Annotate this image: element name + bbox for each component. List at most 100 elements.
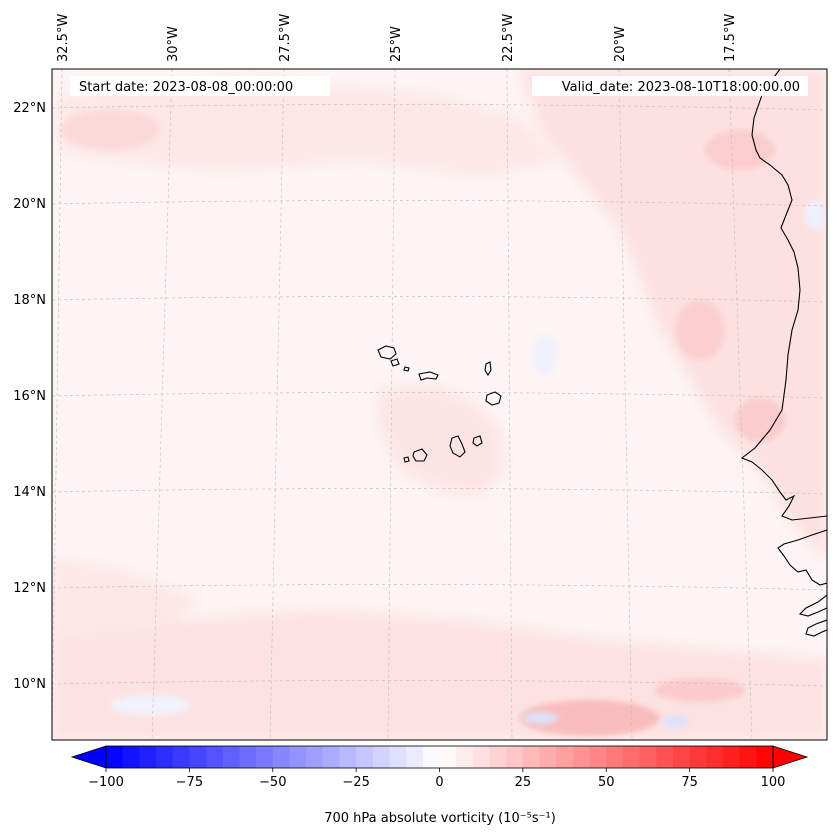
lat-label-10n: 10°N bbox=[13, 677, 46, 692]
coastline bbox=[740, 69, 827, 637]
colorbar-cell bbox=[289, 746, 307, 768]
colorbar-cell bbox=[556, 746, 574, 768]
colorbar-cell bbox=[522, 746, 541, 768]
vorticity-core-east-3 bbox=[735, 398, 785, 442]
guinea-coast bbox=[805, 619, 827, 637]
island-sal bbox=[484, 361, 492, 377]
colorbar-cell bbox=[172, 746, 190, 768]
vorticity-band-central bbox=[380, 385, 505, 495]
colorbar-ticks: −100 −75 −50 −25 0 25 50 75 100 bbox=[88, 768, 785, 790]
map-panel: Start date: 2023-08-08_00:00:00 Valid_da… bbox=[13, 14, 828, 741]
meridian-17-5w bbox=[728, 69, 753, 740]
map-frame bbox=[51, 68, 828, 741]
vorticity-band-southwest bbox=[52, 560, 200, 640]
colorbar-tick-label: 100 bbox=[761, 775, 786, 790]
parallel-20n bbox=[52, 200, 827, 207]
colorbar-cell bbox=[606, 746, 624, 768]
colorbar-cell bbox=[639, 746, 657, 768]
colorbar-cell bbox=[422, 746, 440, 768]
lon-label-25w: 25°W bbox=[389, 26, 404, 62]
parallel-12n bbox=[52, 584, 827, 591]
colorbar-cell bbox=[122, 746, 140, 768]
vorticity-core-east-1 bbox=[705, 130, 775, 170]
island-sao-vicente bbox=[390, 358, 400, 367]
colorbar-cell bbox=[722, 746, 741, 768]
colorbar-cell bbox=[489, 746, 507, 768]
lat-label-22n: 22°N bbox=[13, 101, 46, 116]
colorbar-cell bbox=[206, 746, 224, 768]
lat-label-12n: 12°N bbox=[13, 581, 46, 596]
colorbar-cell bbox=[672, 746, 691, 768]
colorbar-extend-high bbox=[772, 745, 809, 769]
colorbar-cell bbox=[506, 746, 524, 768]
vorticity-core-east-2 bbox=[675, 300, 725, 360]
vorticity-negative-5 bbox=[805, 201, 825, 229]
colorbar-tick-label: 50 bbox=[598, 775, 615, 790]
colorbar-cell bbox=[439, 746, 457, 768]
colorbar-cell bbox=[139, 746, 157, 768]
title-right-box bbox=[532, 76, 808, 96]
title-left-box bbox=[70, 76, 330, 96]
island-santo-antao bbox=[377, 345, 397, 360]
vorticity-band-north bbox=[60, 80, 560, 175]
colorbar-cell bbox=[339, 746, 357, 768]
colorbar-cell bbox=[256, 746, 274, 768]
parallel-16n bbox=[52, 392, 827, 399]
colorbar-cell bbox=[756, 746, 774, 768]
island-fogo bbox=[412, 448, 428, 462]
colorbar-cell bbox=[322, 746, 340, 768]
colorbar-tick-label: 75 bbox=[681, 775, 698, 790]
colorbar-cell bbox=[572, 746, 591, 768]
parallel-18n bbox=[52, 296, 827, 303]
vorticity-core-north bbox=[60, 110, 160, 150]
colorbar-cell bbox=[406, 746, 424, 768]
bissagos-coast bbox=[798, 594, 827, 617]
vorticity-negative-4 bbox=[110, 695, 190, 715]
lat-label-14n: 14°N bbox=[13, 485, 46, 500]
colorbar-cell bbox=[472, 746, 491, 768]
colorbar-cells bbox=[106, 746, 774, 768]
colorbar-cell bbox=[539, 746, 557, 768]
meridian-27-5w bbox=[269, 69, 285, 740]
colorbar-cell bbox=[656, 746, 674, 768]
colorbar-cell bbox=[389, 746, 407, 768]
colorbar-cell bbox=[739, 746, 757, 768]
lon-label-22-5w: 22.5°W bbox=[501, 14, 516, 62]
colorbar-extend-low bbox=[70, 745, 107, 769]
colorbar-cell bbox=[356, 746, 374, 768]
africa-coast bbox=[740, 69, 827, 521]
vorticity-core-south-1 bbox=[520, 700, 660, 736]
colorbar-tick-label: −25 bbox=[342, 775, 369, 790]
graticule bbox=[52, 69, 827, 740]
meridian-25w bbox=[387, 69, 396, 740]
island-boa-vista bbox=[485, 391, 502, 406]
island-santa-luzia bbox=[403, 366, 410, 372]
longitude-labels: 32.5°W 30°W 27.5°W 25°W 22.5°W 20°W 17.5… bbox=[56, 14, 738, 62]
colorbar: −100 −75 −50 −25 0 25 50 75 100 700 hPa absolute… bbox=[70, 745, 809, 826]
colorbar-cell bbox=[372, 746, 390, 768]
latitude-labels: 22°N 20°N 18°N 16°N 14°N 12°N 10°N bbox=[13, 101, 46, 692]
colorbar-cell bbox=[222, 746, 240, 768]
colorbar-tick-label: −75 bbox=[176, 775, 203, 790]
meridian-20w bbox=[618, 69, 633, 740]
lon-label-17-5w: 17.5°W bbox=[723, 14, 738, 62]
colorbar-cell bbox=[156, 746, 174, 768]
colorbar-cell bbox=[456, 746, 474, 768]
africa-coast-south bbox=[777, 529, 827, 586]
colorbar-tick-label: −100 bbox=[88, 775, 124, 790]
vorticity-negative-2 bbox=[522, 712, 558, 724]
colorbar-cell bbox=[306, 746, 324, 768]
meridian-32-5w bbox=[52, 69, 63, 740]
colorbar-cell bbox=[689, 746, 707, 768]
colorbar-cell bbox=[189, 746, 207, 768]
colorbar-cell bbox=[106, 746, 124, 768]
vorticity-field bbox=[52, 69, 827, 740]
island-santiago bbox=[449, 435, 466, 458]
colorbar-cell bbox=[622, 746, 641, 768]
meridian-22-5w bbox=[506, 69, 513, 740]
colorbar-cell bbox=[706, 746, 724, 768]
lat-label-20n: 20°N bbox=[13, 197, 46, 212]
island-maio bbox=[472, 435, 483, 447]
title-right: Valid_date: 2023-08-10T18:00:00.00 bbox=[562, 80, 800, 95]
